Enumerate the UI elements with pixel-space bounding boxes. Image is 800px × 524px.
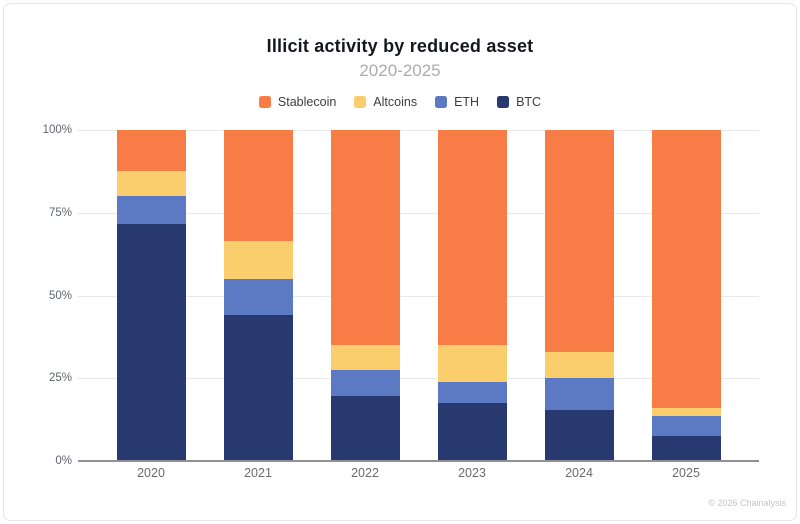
bar-segment-eth-2025 — [651, 416, 721, 437]
legend-label: ETH — [454, 95, 480, 109]
bar-segment-stablecoin-2022 — [330, 130, 400, 346]
bar-segment-altcoins-2021 — [223, 240, 293, 279]
legend-item-btc: BTC — [497, 95, 541, 109]
attribution-text: © 2026 Chainalysis — [708, 498, 786, 508]
bar-segment-altcoins-2024 — [544, 351, 614, 379]
chart-subtitle: 2020-2025 — [359, 61, 441, 80]
bar-segment-stablecoin-2020 — [116, 130, 186, 172]
bar-segment-stablecoin-2023 — [437, 130, 507, 346]
bar-2023 — [437, 130, 507, 461]
bar-segment-btc-2022 — [330, 396, 400, 461]
y-tick-label: 50% — [48, 289, 72, 302]
legend-swatch-eth — [435, 96, 448, 108]
legend-item-stablecoin: Stablecoin — [258, 95, 337, 109]
x-axis-line — [78, 460, 759, 462]
bar-segment-eth-2021 — [223, 278, 293, 316]
y-axis: 100% 75% 50% 25% 0% — [28, 124, 72, 467]
bar-segment-altcoins-2025 — [651, 408, 721, 417]
bar-segment-btc-2023 — [437, 403, 507, 461]
bar-2021 — [223, 130, 293, 461]
x-tick-label-2023: 2023 — [458, 466, 486, 480]
bar-segment-altcoins-2020 — [116, 171, 186, 197]
plot-area — [78, 130, 759, 462]
x-axis-labels: 2020 2021 2022 2023 2024 2025 — [78, 466, 759, 480]
bar-segment-stablecoin-2025 — [651, 130, 721, 409]
chart-title: Illicit activity by reduced asset — [266, 36, 534, 56]
gridline — [78, 378, 759, 380]
legend-label: Stablecoin — [277, 95, 337, 109]
bar-segment-eth-2022 — [330, 370, 400, 397]
bar-2025 — [651, 130, 721, 461]
bar-segment-stablecoin-2024 — [544, 130, 614, 352]
bars-container — [78, 130, 759, 461]
x-tick-label-2022: 2022 — [351, 466, 379, 480]
gridline — [78, 212, 759, 214]
bar-segment-eth-2020 — [116, 196, 186, 225]
legend-item-altcoins: Altcoins — [354, 95, 417, 109]
gridline — [78, 130, 759, 131]
bar-segment-btc-2020 — [116, 224, 186, 461]
legend-swatch-btc — [497, 96, 510, 108]
legend: Stablecoin Altcoins ETH BTC — [0, 95, 800, 109]
bar-2024 — [544, 130, 614, 461]
legend-label: Altcoins — [373, 95, 418, 109]
bar-2022 — [330, 130, 400, 461]
legend-swatch-altcoins — [354, 96, 367, 108]
bar-segment-btc-2025 — [651, 436, 721, 461]
legend-label: BTC — [516, 95, 542, 109]
legend-item-eth: ETH — [435, 95, 479, 109]
y-tick-label: 25% — [48, 372, 72, 385]
gridline — [78, 295, 759, 297]
bar-segment-btc-2024 — [544, 409, 614, 461]
legend-swatch-stablecoin — [258, 96, 271, 108]
bar-segment-btc-2021 — [223, 315, 293, 461]
x-tick-label-2024: 2024 — [565, 466, 593, 480]
x-tick-label-2020: 2020 — [137, 466, 165, 480]
bar-segment-altcoins-2023 — [437, 345, 507, 382]
y-tick-label: 100% — [42, 124, 72, 136]
x-tick-label-2025: 2025 — [672, 466, 700, 480]
y-tick-label: 75% — [48, 206, 72, 219]
y-tick-label: 0% — [55, 455, 72, 467]
bar-segment-eth-2023 — [437, 381, 507, 404]
bar-segment-eth-2024 — [544, 378, 614, 410]
bar-2020 — [116, 130, 186, 461]
bar-segment-altcoins-2022 — [330, 345, 400, 370]
bar-segment-stablecoin-2021 — [223, 130, 293, 241]
x-tick-label-2021: 2021 — [244, 466, 272, 480]
